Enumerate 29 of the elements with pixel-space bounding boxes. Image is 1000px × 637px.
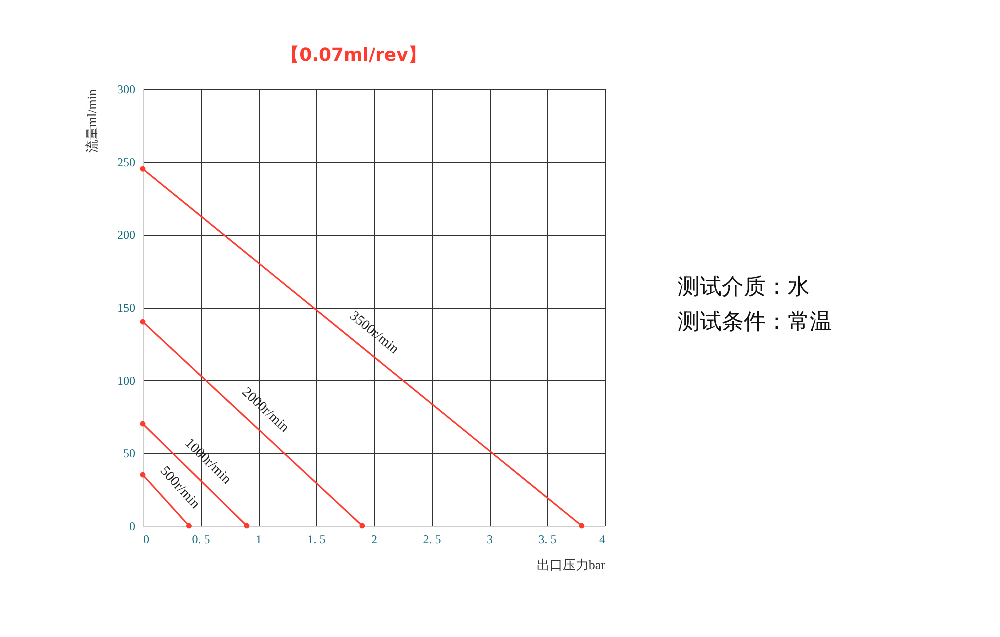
- text: 测试介质：水: [678, 274, 811, 302]
- x-tick-label: 2: [372, 532, 378, 546]
- x-tick-label: 0: [144, 532, 150, 546]
- point: [140, 166, 146, 172]
- point: [244, 523, 250, 529]
- x-tick-label: 1. 5: [308, 532, 326, 546]
- y-tick-label: 300: [118, 82, 136, 96]
- x-tick-label: 0. 5: [192, 532, 210, 546]
- point: [140, 421, 146, 427]
- point: [140, 472, 146, 478]
- y-tick-label: 150: [118, 301, 136, 315]
- point: [360, 523, 366, 529]
- x-tick-label: 1: [256, 532, 262, 546]
- chart-title: 【0.07ml/rev】: [282, 45, 426, 66]
- point: [140, 319, 146, 325]
- point: [186, 523, 192, 529]
- y-axis-title: 流量ml/min: [84, 89, 100, 154]
- x-tick-label: 2. 5: [423, 532, 442, 546]
- point: [579, 523, 585, 529]
- y-tick-label: 0: [130, 520, 136, 534]
- x-tick-label: 4: [600, 532, 606, 546]
- y-tick-label: 100: [118, 374, 136, 388]
- x-axis-title: 出口压力bar: [536, 558, 606, 572]
- x-tick-label: 3: [487, 532, 493, 546]
- y-tick-label: 50: [124, 446, 136, 461]
- x-tick-label: 3. 5: [538, 532, 557, 546]
- text: 测试条件：常温: [678, 309, 832, 337]
- y-tick-label: 200: [118, 228, 136, 242]
- y-tick-label: 250: [118, 155, 136, 170]
